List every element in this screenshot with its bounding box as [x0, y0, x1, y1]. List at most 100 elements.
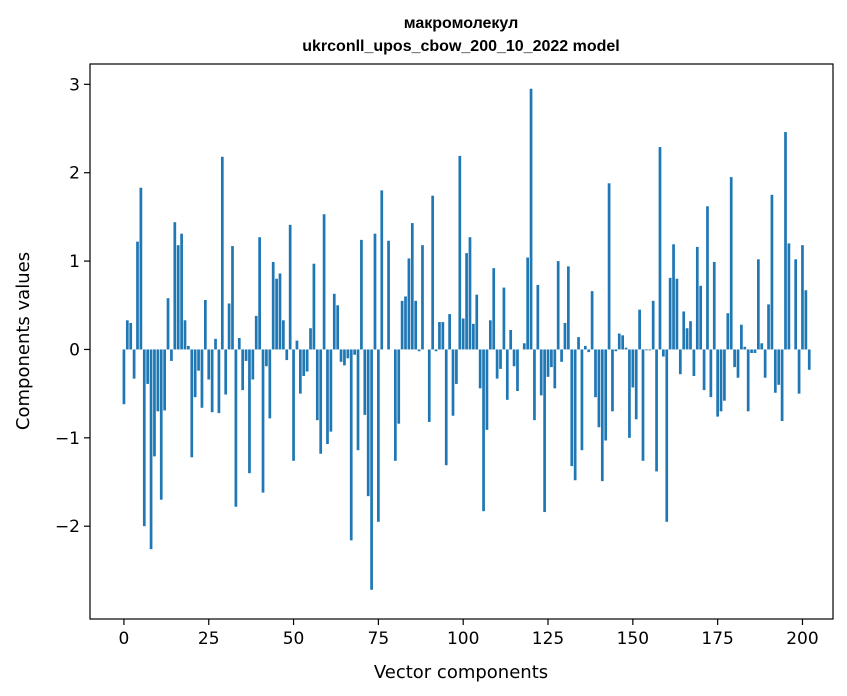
- bar-69: [356, 349, 360, 451]
- bar-99: [458, 155, 462, 350]
- bar-76: [380, 190, 384, 350]
- bar-72: [366, 349, 370, 497]
- bar-148: [624, 347, 628, 350]
- y-axis-label: Components values: [13, 252, 34, 430]
- bar-17: [180, 233, 183, 350]
- bar-78: [387, 240, 390, 350]
- bar-133: [573, 349, 577, 481]
- x-tick-label: 25: [198, 629, 220, 649]
- x-tick-label: 75: [368, 629, 390, 649]
- bar-40: [258, 237, 261, 350]
- bar-119: [526, 257, 530, 350]
- bar-128: [556, 261, 560, 350]
- bar-124: [543, 349, 546, 513]
- bar-64: [339, 349, 343, 362]
- plot-frame: [89, 63, 834, 620]
- bar-172: [706, 206, 709, 350]
- bar-7: [146, 349, 150, 384]
- bar-183: [743, 346, 747, 350]
- bar-33: [234, 349, 238, 507]
- bar-85: [410, 223, 414, 350]
- bar-58: [319, 349, 323, 454]
- bar-175: [716, 349, 719, 417]
- bar-140: [597, 349, 601, 428]
- bar-164: [678, 349, 682, 375]
- bar-122: [536, 284, 540, 350]
- bar-44: [271, 261, 275, 350]
- bar-156: [651, 300, 655, 350]
- bar-125: [546, 349, 550, 377]
- bar-95: [444, 349, 448, 466]
- bar-51: [295, 340, 299, 350]
- bar-94: [441, 322, 445, 350]
- bar-134: [577, 337, 580, 350]
- y-tick-label: 2: [69, 164, 80, 184]
- bar-102: [468, 237, 472, 350]
- bar-178: [726, 313, 730, 350]
- bar-19: [187, 345, 190, 350]
- bar-97: [451, 349, 455, 416]
- x-tick-label: 150: [617, 629, 649, 649]
- x-tick-label: 100: [447, 629, 479, 649]
- bar-13: [166, 298, 170, 350]
- bar-179: [729, 177, 733, 350]
- bar-8: [149, 349, 153, 550]
- bar-84: [407, 258, 411, 350]
- bar-107: [485, 349, 489, 430]
- bar-174: [712, 261, 716, 350]
- bar-42: [265, 349, 268, 367]
- bar-4: [136, 241, 139, 350]
- bar-136: [583, 345, 587, 350]
- bar-80: [393, 349, 397, 461]
- bar-186: [753, 349, 757, 353]
- bar-153: [641, 349, 645, 461]
- bar-154: [645, 349, 648, 351]
- bar-22: [197, 349, 200, 371]
- y-tick-label: −1: [55, 429, 80, 449]
- bar-38: [251, 349, 255, 380]
- bar-202: [807, 349, 811, 370]
- bar-112: [502, 287, 506, 350]
- x-tick-label: 175: [701, 629, 733, 649]
- bar-166: [685, 328, 689, 350]
- bar-132: [570, 349, 574, 467]
- bar-25: [207, 349, 211, 380]
- bar-115: [512, 349, 516, 367]
- y-tick-label: 3: [69, 75, 80, 95]
- bar-15: [173, 222, 177, 350]
- bar-74: [373, 233, 377, 350]
- bar-66: [346, 349, 350, 359]
- bar-187: [757, 259, 760, 350]
- bar-170: [699, 285, 703, 350]
- bar-159: [662, 349, 665, 357]
- bar-3: [132, 349, 136, 379]
- bar-144: [611, 349, 614, 412]
- bar-59: [322, 214, 326, 350]
- bar-29: [220, 156, 224, 350]
- bar-142: [604, 349, 608, 441]
- bar-43: [268, 349, 272, 419]
- bar-163: [675, 278, 679, 350]
- bar-24: [203, 299, 207, 350]
- bar-190: [767, 304, 770, 350]
- bar-73: [370, 349, 373, 590]
- bar-114: [509, 330, 513, 350]
- bar-23: [200, 349, 204, 408]
- bar-30: [224, 349, 228, 395]
- bar-168: [692, 349, 696, 376]
- bar-195: [784, 132, 787, 350]
- x-tick-label: 0: [119, 629, 130, 649]
- bar-36: [244, 349, 248, 361]
- bar-162: [672, 244, 675, 350]
- bar-146: [617, 333, 621, 350]
- bar-56: [312, 263, 316, 350]
- bar-11: [159, 349, 163, 500]
- bar-96: [448, 314, 451, 350]
- bar-28: [217, 349, 221, 414]
- bar-61: [329, 349, 333, 432]
- bar-103: [472, 323, 475, 350]
- bar-31: [227, 303, 231, 350]
- y-tick-label: −2: [55, 517, 80, 537]
- bar-68: [353, 349, 356, 355]
